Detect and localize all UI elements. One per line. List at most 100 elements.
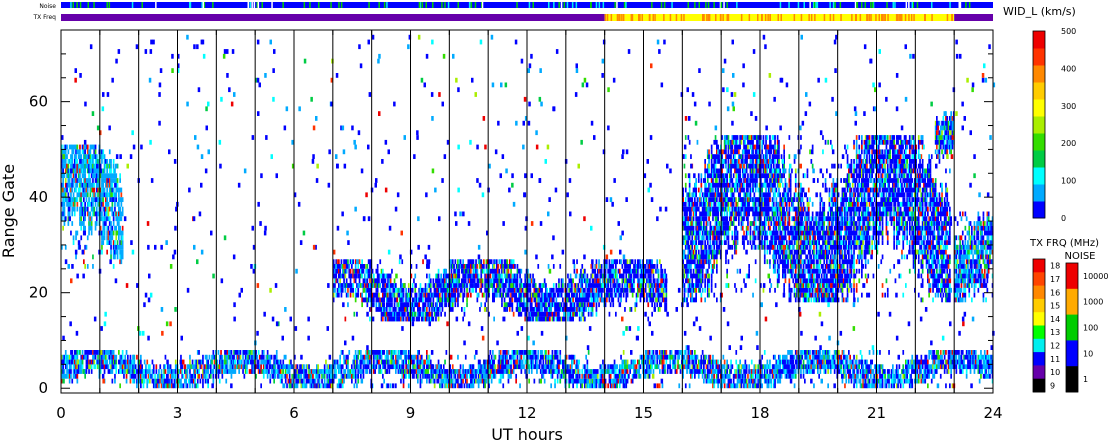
- echo-cell: [490, 378, 493, 384]
- echo-cell: [101, 359, 103, 365]
- echo-cell: [556, 354, 559, 360]
- echo-cell: [404, 369, 406, 374]
- echo-cell: [417, 359, 419, 365]
- echo-cell: [568, 364, 571, 370]
- echo-cell: [436, 302, 439, 308]
- echo-cell: [79, 369, 81, 374]
- echo-cell: [488, 378, 490, 384]
- echo-cell: [757, 364, 760, 370]
- echo-cell: [351, 283, 353, 288]
- echo-cell: [515, 283, 517, 288]
- echo-cell: [269, 373, 272, 379]
- echo-cell: [445, 369, 448, 374]
- echo-cell: [191, 383, 194, 389]
- echo-cell: [110, 249, 112, 255]
- echo-cell: [251, 364, 253, 370]
- echo-cell: [806, 350, 809, 355]
- echo-cell: [524, 359, 527, 365]
- echo-cell: [422, 364, 424, 370]
- echo-cell: [495, 283, 498, 288]
- echo-cell: [388, 364, 391, 370]
- echo-cell: [871, 369, 873, 374]
- noise-tick: [383, 2, 386, 8]
- echo-cell: [792, 373, 795, 379]
- echo-cell: [682, 354, 684, 360]
- echo-cell: [155, 383, 158, 389]
- echo-cell: [97, 173, 99, 179]
- echo-cell: [437, 373, 440, 379]
- echo-cell: [229, 350, 231, 355]
- echo-cell: [93, 163, 96, 169]
- echo-cell: [606, 369, 608, 374]
- echo-cell: [95, 173, 98, 179]
- echo-cell: [848, 373, 850, 379]
- echo-cell: [321, 373, 323, 379]
- echo-cell: [81, 206, 84, 212]
- echo-cell: [602, 359, 604, 365]
- echo-cell: [217, 364, 220, 370]
- echo-cell: [343, 369, 345, 374]
- echo-cell: [389, 350, 392, 355]
- echo-cell: [80, 178, 83, 183]
- echo-cell: [879, 364, 881, 370]
- echo-cell: [218, 359, 221, 365]
- echo-cell: [769, 359, 771, 365]
- echo-cell: [112, 221, 115, 226]
- echo-cell: [490, 373, 493, 379]
- echo-cell: [290, 359, 292, 365]
- echo-cell: [308, 373, 310, 379]
- echo-cell: [252, 354, 255, 360]
- echo-cell: [502, 278, 505, 284]
- echo-cell: [99, 192, 102, 198]
- echo-cell: [464, 268, 467, 274]
- echo-cell: [84, 206, 86, 212]
- echo-cell: [106, 364, 108, 370]
- txfreq-tick: [675, 14, 678, 21]
- echo-cell: [99, 187, 102, 193]
- echo-cell: [382, 316, 384, 322]
- echo-cell: [572, 369, 574, 374]
- echo-cell: [925, 369, 928, 374]
- echo-cell: [445, 287, 448, 293]
- echo-cell: [114, 378, 116, 384]
- echo-cell: [287, 364, 290, 370]
- echo-cell: [181, 369, 184, 374]
- echo-cell: [209, 359, 212, 365]
- echo-cell: [527, 364, 529, 370]
- echo-cell: [824, 359, 827, 365]
- echo-cell: [84, 354, 86, 360]
- echo-cell: [133, 359, 136, 365]
- echo-cell: [353, 311, 356, 317]
- echo-cell: [584, 373, 586, 379]
- echo-cell: [338, 259, 340, 265]
- echo-cell: [902, 383, 905, 389]
- echo-cell: [559, 354, 562, 360]
- echo-cell: [710, 378, 713, 384]
- echo-cell: [110, 225, 112, 231]
- echo-cell: [198, 359, 200, 365]
- echo-cell: [713, 378, 716, 384]
- echo-cell: [550, 359, 552, 365]
- echo-cell: [114, 359, 116, 365]
- echo-cell: [343, 354, 345, 360]
- echo-cell: [481, 278, 484, 284]
- echo-cell: [426, 292, 428, 298]
- echo-cell: [310, 383, 313, 389]
- echo-cell: [62, 201, 64, 207]
- echo-cell: [299, 369, 301, 374]
- echo-cell: [492, 297, 494, 303]
- echo-cell: [647, 354, 650, 360]
- echo-cell: [86, 354, 89, 360]
- echo-cell: [423, 302, 426, 308]
- echo-cell: [118, 206, 120, 212]
- echo-cell: [379, 307, 382, 312]
- echo-cell: [598, 383, 600, 389]
- echo-cell: [97, 201, 99, 207]
- echo-cell: [556, 359, 559, 365]
- echo-cell: [502, 383, 505, 389]
- echo-cell: [273, 369, 275, 374]
- echo-cell: [480, 369, 483, 374]
- echo-cell: [530, 350, 533, 355]
- echo-cell: [248, 350, 251, 355]
- echo-cell: [380, 350, 383, 355]
